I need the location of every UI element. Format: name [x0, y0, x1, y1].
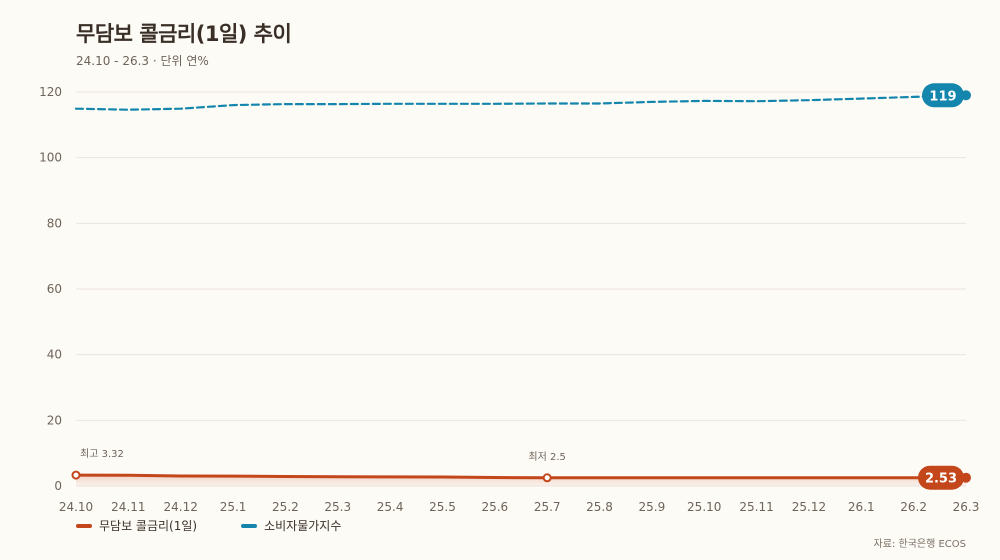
x-tick-label: 25.7	[534, 500, 561, 514]
cpi-end-label-bg	[922, 83, 964, 108]
x-tick-label: 24.10	[59, 500, 93, 514]
legend-label-cpi: 소비자물가지수	[264, 519, 342, 533]
min-annotation: 최저 2.5	[528, 451, 565, 463]
x-tick-label: 25.11	[739, 500, 773, 514]
y-tick-label: 20	[47, 413, 62, 427]
x-tick-label: 26.3	[953, 500, 980, 514]
cpi-line	[74, 94, 968, 111]
y-tick-label: 60	[47, 282, 62, 296]
x-tick-label: 26.1	[848, 500, 875, 514]
x-tick-label: 25.4	[377, 500, 404, 514]
x-tick-label: 25.9	[639, 500, 666, 514]
y-axis-ticks: 0 20 40 60 80 100 120	[39, 85, 62, 493]
legend-item-call-rate[interactable]: 무담보 콜금리(1일)	[76, 517, 197, 534]
x-tick-label: 24.11	[111, 500, 145, 514]
max-point-marker	[71, 470, 81, 480]
x-tick-label: 24.12	[164, 500, 198, 514]
y-tick-label: 40	[47, 348, 62, 362]
legend: 무담보 콜금리(1일) 소비자물가지수	[76, 517, 341, 534]
annotation-layer: 119 2.53 최고 3.32 최저 2.5	[71, 83, 964, 490]
cpi-end-label-text: 119	[929, 89, 956, 104]
x-tick-label: 25.3	[324, 500, 351, 514]
call-rate-line	[74, 473, 968, 480]
cpi-end-label: 119	[922, 83, 964, 108]
series-layer	[74, 90, 971, 486]
data-source: 자료: 한국은행 ECOS	[873, 539, 966, 550]
y-tick-label: 120	[39, 85, 62, 99]
x-tick-label: 25.5	[429, 500, 456, 514]
call-rate-end-label: 2.53	[918, 465, 964, 490]
min-point-marker	[542, 473, 552, 483]
legend-label-call-rate: 무담보 콜금리(1일)	[99, 519, 198, 533]
x-tick-label: 26.2	[900, 500, 927, 514]
y-tick-label: 0	[54, 479, 62, 493]
x-tick-label: 25.6	[481, 500, 508, 514]
x-tick-label: 25.2	[272, 500, 299, 514]
max-annotation: 최고 3.32	[80, 448, 124, 460]
x-axis-ticks: 24.10 24.11 24.12 25.1 25.2 25.3 25.4 25.5 25.6 2…	[59, 500, 980, 514]
x-tick-label: 25.8	[586, 500, 613, 514]
legend-item-cpi[interactable]: 소비자물가지수	[241, 517, 341, 534]
grid-lines	[76, 91, 966, 487]
x-tick-label: 25.1	[220, 500, 247, 514]
legend-swatch-call-rate	[76, 523, 92, 528]
x-tick-label: 25.10	[687, 500, 721, 514]
chart-subtitle: 24.10 - 26.3 · 단위 연%	[76, 54, 209, 68]
x-tick-label: 25.12	[792, 500, 826, 514]
call-rate-end-label-bg	[918, 465, 964, 490]
call-rate-end-label-text: 2.53	[925, 472, 957, 487]
y-tick-label: 100	[39, 151, 62, 165]
y-tick-label: 80	[47, 216, 62, 230]
chart-title: 무담보 콜금리(1일) 추이	[76, 22, 292, 46]
legend-swatch-cpi	[241, 523, 258, 528]
